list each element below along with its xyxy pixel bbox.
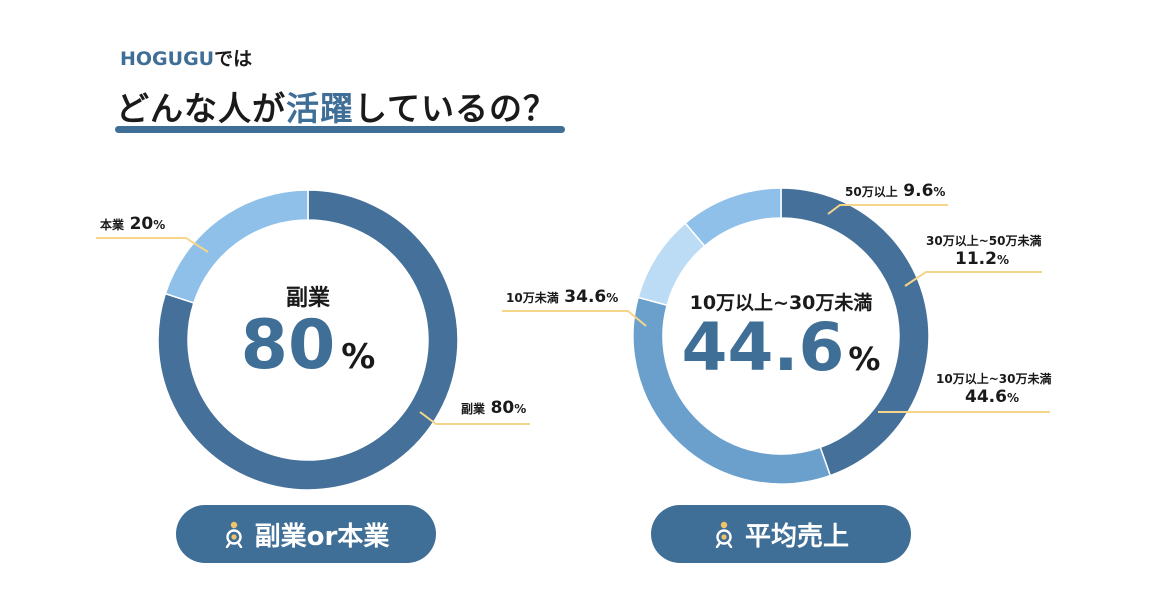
callout-name: 10万以上~30万未満	[936, 372, 1052, 386]
callout-value: 9.6	[903, 181, 934, 201]
center-category-label: 副業	[285, 286, 330, 311]
callout-unit: %	[153, 218, 166, 232]
callout-50man: 50万以上 9.6%	[845, 181, 945, 201]
occupation-pill-label: 副業or本業	[254, 521, 390, 552]
callout-30-50man: 30万以上~50万未満 11.2%	[926, 232, 1042, 269]
callout-fukugyo: 副業 80%	[461, 398, 526, 418]
callout-unit: %	[1006, 391, 1019, 405]
donut-center-occupation: 副業 80%	[208, 280, 408, 385]
center-value: 80	[240, 306, 336, 385]
sales-pill-button[interactable]: 平均売上	[651, 505, 911, 563]
donut-chart-sales	[632, 187, 930, 485]
callout-value: 11.2	[955, 249, 997, 269]
callout-value-line: 11.2%	[926, 249, 1038, 269]
callout-under10man: 10万未満 34.6%	[506, 287, 618, 307]
callout-unit: %	[996, 253, 1009, 267]
donut-chart-occupation	[157, 189, 459, 491]
callout-value: 44.6	[965, 387, 1007, 407]
donut-slice-2	[164, 189, 309, 304]
callout-value: 80	[490, 398, 515, 418]
headline-pre: どんな人が	[116, 89, 286, 128]
leader-line-fukugyo	[419, 411, 530, 425]
callout-honbyo: 本業 20%	[100, 214, 165, 234]
donut-slice-1	[157, 189, 459, 491]
center-value: 44.6	[681, 309, 845, 386]
headline-highlight: 活躍	[286, 89, 354, 128]
callout-name: 本業	[100, 218, 125, 232]
donut-center-sales: 10万以上~30万未満 44.6%	[656, 288, 906, 386]
leader-line-honbyo	[96, 237, 209, 253]
leader-line-50man	[827, 204, 948, 215]
brand-name: HOGUGU	[120, 48, 215, 70]
headline-post: しているの？	[354, 89, 558, 128]
callout-name: 30万以上~50万未満	[926, 234, 1042, 248]
center-value-line: 80%	[208, 306, 408, 385]
brand-suffix: では	[214, 48, 253, 70]
center-category-label: 10万以上~30万未満	[689, 292, 873, 314]
callout-value: 34.6	[564, 287, 607, 307]
person-icon	[715, 521, 733, 548]
occupation-pill-button[interactable]: 副業or本業	[176, 505, 436, 563]
callout-10-30man: 10万以上~30万未満 44.6%	[936, 370, 1052, 407]
center-unit: %	[848, 340, 881, 378]
sales-pill-label: 平均売上	[744, 521, 849, 552]
callout-name: 副業	[461, 402, 486, 416]
page-title: どんな人が活躍しているの？	[116, 82, 557, 130]
callout-value-line: 44.6%	[936, 387, 1048, 407]
callout-name: 10万未満	[506, 291, 559, 305]
callout-name: 50万以上	[845, 185, 898, 199]
leader-line-30-50man	[904, 271, 1042, 287]
donut-slice-4	[684, 187, 782, 248]
person-icon	[225, 521, 242, 548]
center-value-line: 44.6%	[656, 309, 906, 386]
title-underline	[115, 126, 565, 133]
leader-line-under10man	[502, 310, 647, 327]
callout-unit: %	[606, 291, 619, 305]
brand-line: HOGUGUでは	[120, 44, 252, 71]
callout-unit: %	[514, 402, 527, 416]
center-unit: %	[341, 337, 376, 377]
callout-unit: %	[933, 185, 946, 199]
callout-value: 20	[129, 214, 154, 234]
